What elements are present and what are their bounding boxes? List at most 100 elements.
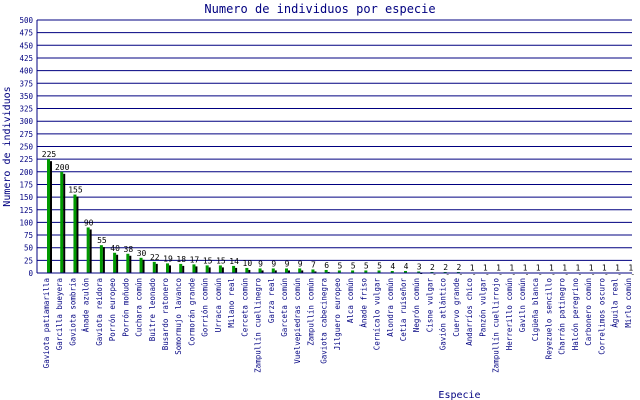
bar <box>126 253 130 273</box>
x-tick-label: Zampullín cuellirrojo <box>492 278 501 373</box>
bar-shadow <box>631 274 634 275</box>
data-label: 5 <box>377 261 382 270</box>
bar <box>364 270 368 273</box>
x-tick-label: Águila real <box>611 278 620 328</box>
bar <box>166 263 169 273</box>
bar-shadow <box>327 271 330 273</box>
x-tick-label: Vuelvepiedras común <box>293 278 302 364</box>
bar-shadow <box>288 270 290 273</box>
data-label: 17 <box>190 255 200 264</box>
x-tick-label: Gavión atlántico <box>439 278 448 351</box>
y-tick-label: 125 <box>19 206 33 215</box>
bar-shadow <box>208 267 211 273</box>
data-label: 40 <box>110 244 120 253</box>
y-tick-label: 500 <box>19 16 33 25</box>
y-tick-label: 375 <box>19 79 33 88</box>
y-tick-label: 400 <box>19 67 33 76</box>
bar <box>417 271 421 273</box>
data-label: 3 <box>417 262 422 271</box>
y-tick-label: 75 <box>24 231 33 240</box>
bar-shadow <box>102 247 105 273</box>
bar <box>232 265 236 273</box>
data-label: 6 <box>324 261 329 270</box>
y-tick-label: 150 <box>19 193 33 202</box>
bar <box>337 270 341 273</box>
data-label: 9 <box>271 259 276 268</box>
bar-shadow <box>248 269 251 273</box>
x-tick-label: Zampullín cuellinegro <box>254 278 263 373</box>
data-label: 1 <box>509 263 514 272</box>
bar-shadow <box>473 274 476 275</box>
y-tick-label: 475 <box>19 29 33 38</box>
bar <box>192 264 196 273</box>
data-label: 1 <box>562 263 567 272</box>
x-tick-label: Gaviota sombría <box>68 278 77 346</box>
x-tick-label: Cernícalo vulgar <box>373 278 382 351</box>
chart-title: Numero de individuos por especie <box>204 2 435 16</box>
bar <box>73 194 77 273</box>
x-tick-label: Alca común <box>346 278 355 323</box>
bar-shadow <box>50 161 52 273</box>
data-label: 225 <box>42 150 57 159</box>
data-label: 1 <box>523 263 528 272</box>
x-tick-label: Cuchara común <box>135 278 144 337</box>
bar-shadow <box>459 273 462 275</box>
x-tick-label: Negrón común <box>412 278 421 332</box>
x-tick-label: Porrón europeo <box>108 278 117 342</box>
data-label: 5 <box>337 261 342 270</box>
data-label: 1 <box>575 263 580 272</box>
x-tick-label: Garcilla bueyera <box>55 278 64 350</box>
bar-shadow <box>446 273 449 275</box>
bar-shadow <box>552 274 555 275</box>
y-tick-label: 325 <box>19 105 33 114</box>
x-tick-label: Ánade azulón <box>82 278 91 332</box>
data-label: 19 <box>163 254 173 263</box>
data-label: 15 <box>203 256 213 265</box>
x-axis-category-labels: Gaviota patiamarilla Garcilla bueyera Gavi… <box>42 278 633 373</box>
bar-shadow <box>618 274 621 275</box>
data-label: 5 <box>351 261 356 270</box>
data-label: 1 <box>628 263 633 272</box>
data-label: 1 <box>536 263 541 272</box>
data-label: 4 <box>390 262 395 271</box>
x-tick-label: Mirlo común <box>624 278 633 328</box>
x-axis-label: Especie <box>438 390 480 400</box>
bar-shadow <box>89 229 92 273</box>
bar <box>298 268 302 273</box>
x-tick-label: Cetia ruiseñor <box>399 278 408 342</box>
x-tick-label: Correlimos oscuro <box>597 278 606 355</box>
x-tick-label: Cisne vulgar <box>425 278 434 333</box>
data-label: 2 <box>456 263 461 272</box>
bar <box>390 270 394 273</box>
bar <box>218 265 222 273</box>
bar-shadow <box>301 270 304 273</box>
bar <box>245 267 249 273</box>
y-tick-label: 0 <box>28 269 33 278</box>
data-label: 38 <box>124 245 134 254</box>
x-tick-label: Zampullín común <box>306 278 315 346</box>
bar-shadow <box>235 267 238 273</box>
bar-shadow <box>314 271 317 273</box>
x-tick-label: Panzón vulgar <box>478 278 487 337</box>
y-tick-label: 450 <box>19 41 33 50</box>
y-tick-label: 175 <box>19 180 33 189</box>
bar-shadow <box>433 273 436 275</box>
bar <box>351 270 355 273</box>
bar-shadow <box>195 266 198 273</box>
data-label: 1 <box>589 263 594 272</box>
bar-shadow <box>592 274 595 275</box>
bar <box>430 271 434 273</box>
bar-shadow <box>76 196 79 273</box>
x-tick-label: Garceta común <box>280 278 289 337</box>
y-tick-label: 300 <box>19 117 33 126</box>
data-label: 14 <box>229 257 239 266</box>
y-axis-label: Numero de individuos <box>2 86 13 206</box>
x-tick-label: Garza real <box>267 278 276 323</box>
x-tick-label: Cigüeña blanca <box>531 278 540 341</box>
data-label: 200 <box>55 163 70 172</box>
x-tick-label: Cerceta común <box>240 278 249 337</box>
bars <box>47 159 634 275</box>
y-axis-ticks: 0 25 50 75 100 125 150 175 200 225 250 275 300 325 350… <box>19 16 33 278</box>
data-label: 18 <box>176 255 186 264</box>
